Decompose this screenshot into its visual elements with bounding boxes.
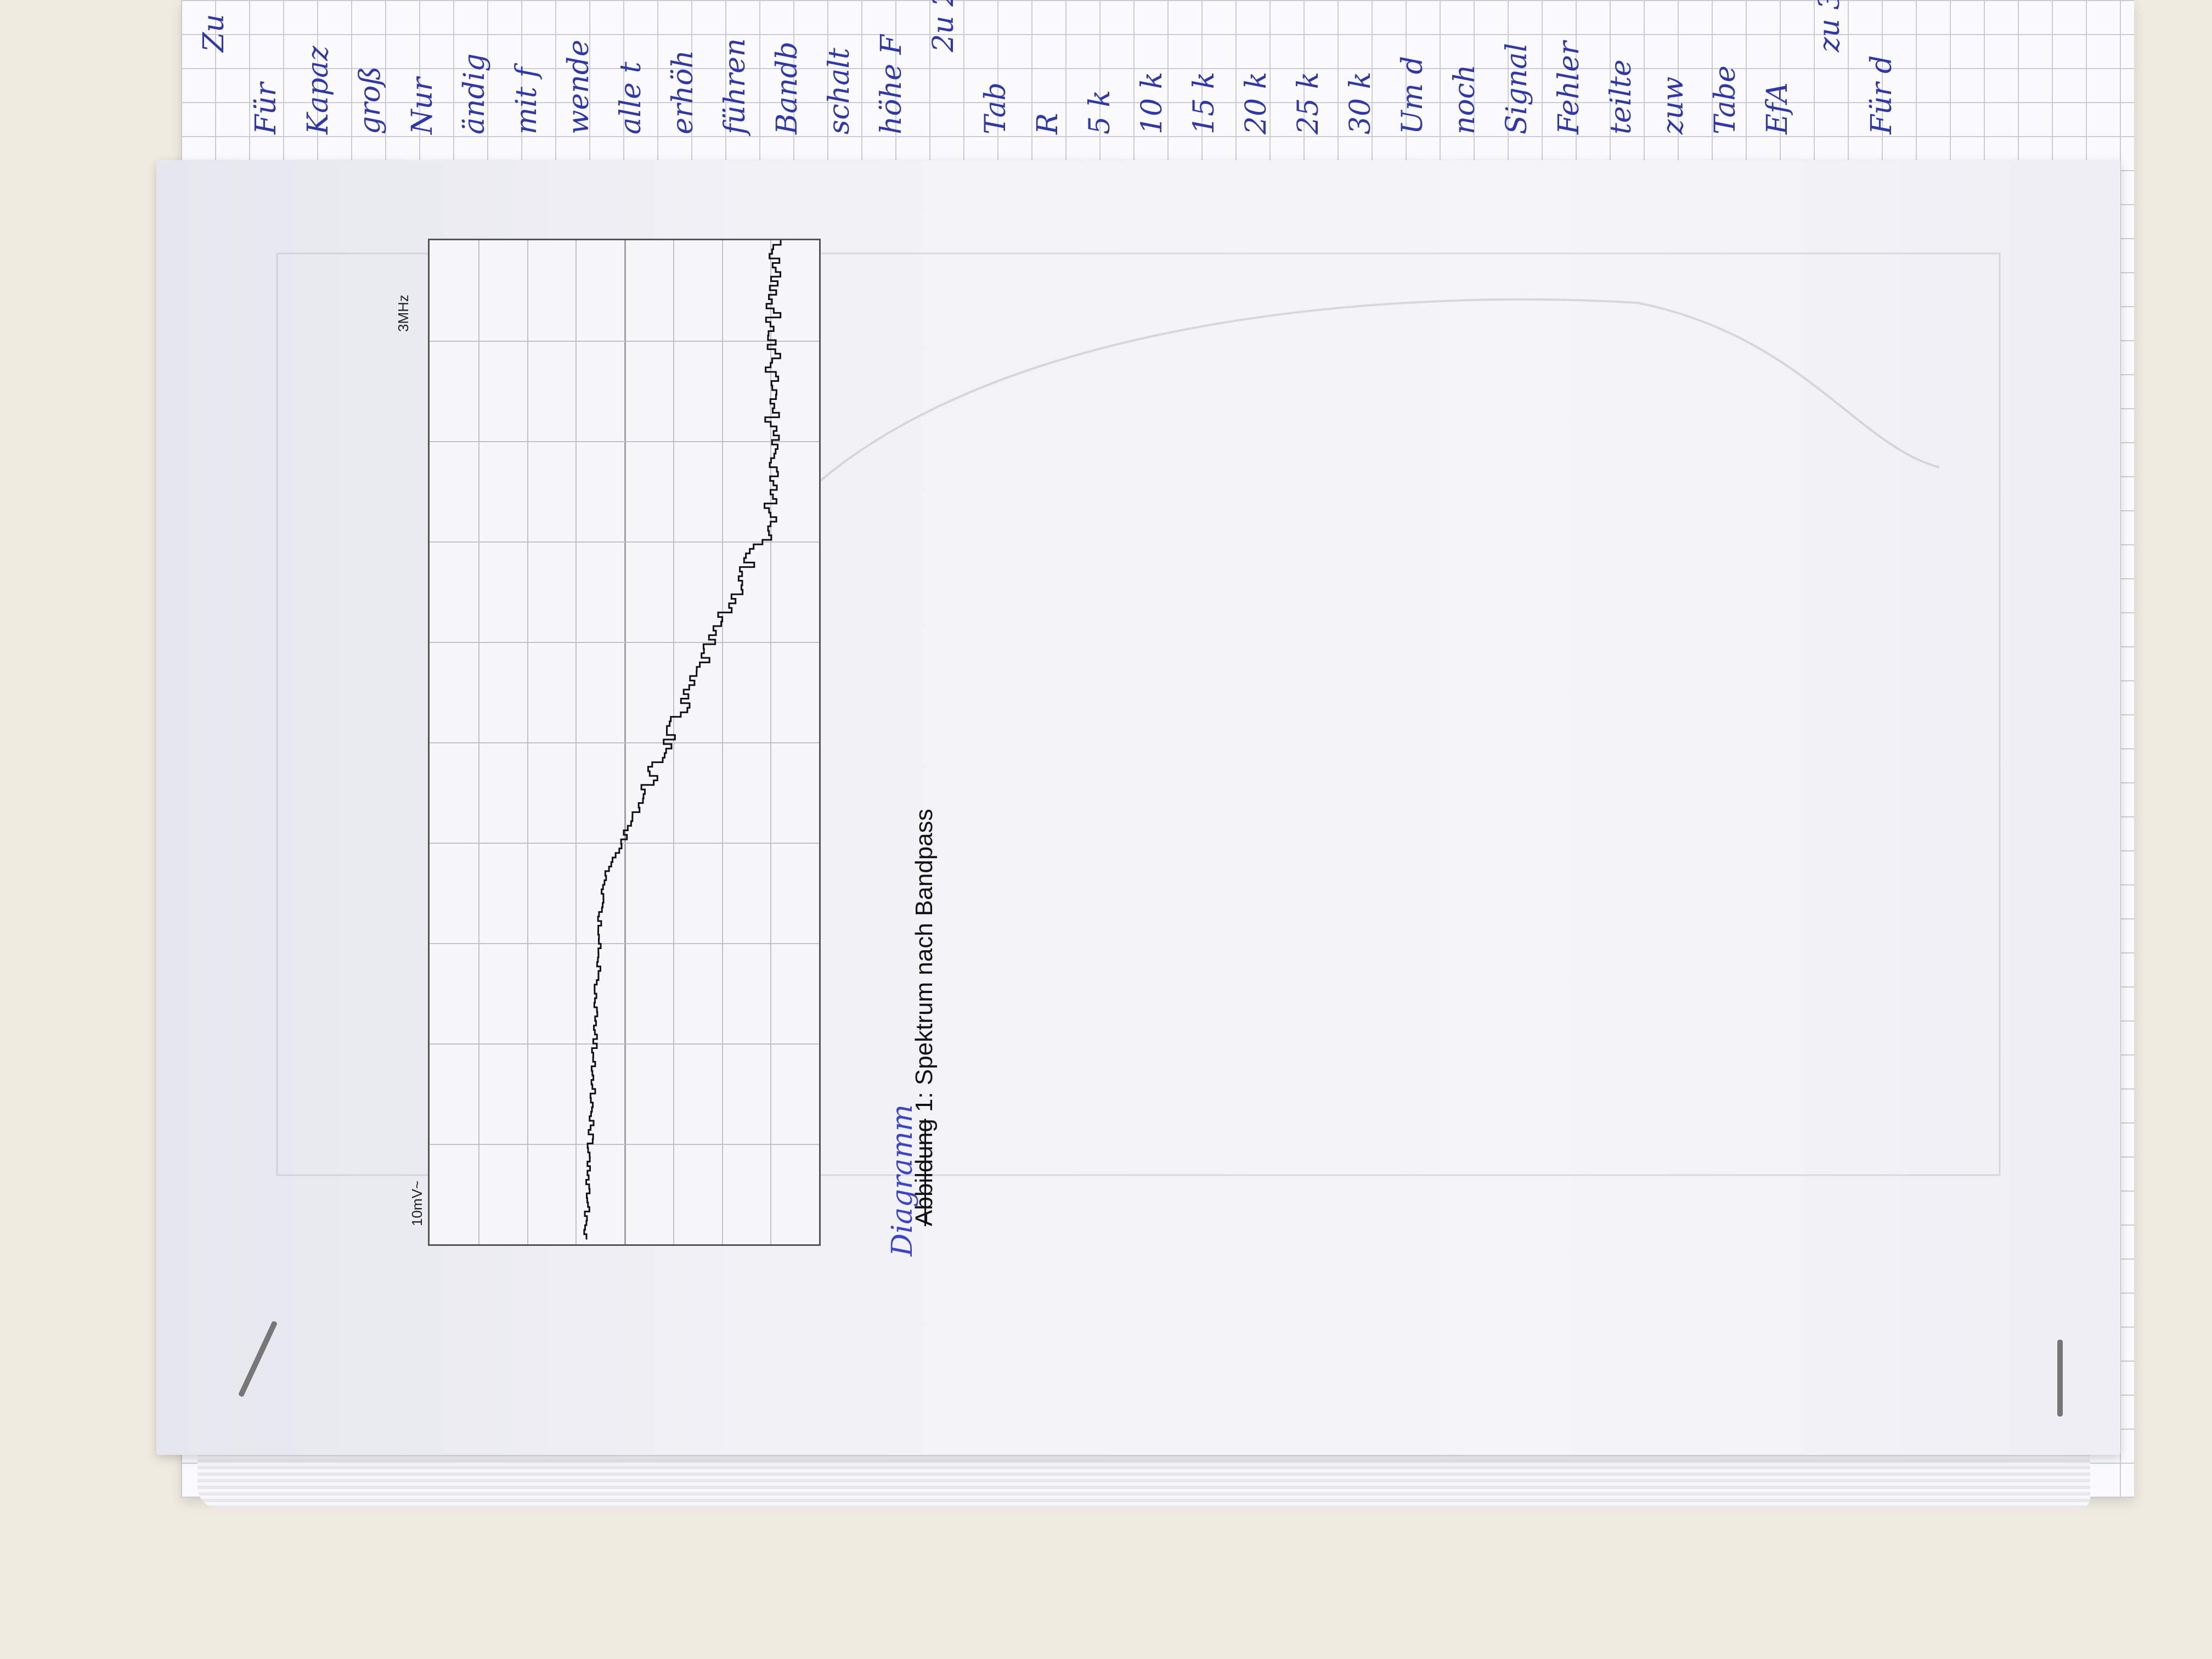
handwriting-line: Fehler <box>1553 41 1585 134</box>
handwriting-line: Tab <box>979 82 1012 134</box>
handwriting-line: noch <box>1448 64 1481 134</box>
handwriting-line: führen <box>719 38 752 134</box>
spectrum-trace <box>583 240 782 1240</box>
plot-gridline <box>430 642 819 643</box>
handwriting-line: groß <box>354 66 387 134</box>
plot-gridline <box>430 843 819 844</box>
handwriting-line: mit f <box>510 67 543 134</box>
handwriting-line: 20 k <box>1240 71 1273 134</box>
handwriting-line: schalt <box>823 48 856 134</box>
handwriting-line: 30 k <box>1344 71 1377 134</box>
frequency-label: 3MHz <box>395 295 411 332</box>
plot-gridline <box>430 943 819 944</box>
spectrum-plot <box>428 239 821 1246</box>
handwriting-line: Für d <box>1865 55 1898 134</box>
handwriting-line: wende <box>562 40 595 134</box>
handwriting-line: Nur <box>406 77 439 134</box>
caption-text: 1: Spektrum nach Bandpass <box>911 809 938 1119</box>
handwriting-line: EfA <box>1761 82 1794 134</box>
handwriting-line: 5 k <box>1084 89 1116 134</box>
handwriting-line: Um d <box>1396 56 1429 134</box>
plot-gridline <box>430 441 819 442</box>
handwriting-line: ändig <box>458 53 491 134</box>
notebook-handwriting-strip: Zu Für Kapaz groß Nur ändig mit f wende alle t er… <box>0 0 2212 156</box>
plot-gridline <box>430 742 819 743</box>
handwriting-line: teilte <box>1605 59 1638 134</box>
handwriting-line: alle t <box>614 61 647 134</box>
plot-gridline <box>430 1144 819 1145</box>
handwriting-line: zu 3 <box>1813 0 1846 52</box>
handwriting-line: 2u 2 <box>927 0 960 52</box>
handwriting-line: höhe F <box>875 35 908 134</box>
handwriting-line: Kapaz <box>302 46 335 134</box>
caption-struck-word: Abbildung <box>911 1119 938 1226</box>
handwriting-line: erhöh <box>667 50 699 134</box>
handwriting-line: Tabe <box>1709 65 1742 134</box>
handwriting-line: 10 k <box>1136 71 1169 134</box>
handwriting-line: Signal <box>1500 43 1533 134</box>
plot-gridline <box>430 1043 819 1045</box>
handwriting-line: R <box>1031 112 1064 134</box>
figure-caption: Abbildung 1: Spektrum nach Bandpass <box>911 809 938 1226</box>
handwriting-line: zuw <box>1657 76 1690 134</box>
spectrum-trace-line <box>583 240 782 1240</box>
staple-right <box>2057 1340 2063 1417</box>
plot-gridline <box>430 341 819 342</box>
handwriting-line: Bandb <box>771 41 804 134</box>
handwriting-line: Zu <box>198 14 230 52</box>
plot-gridline <box>430 541 819 543</box>
handwriting-line: 15 k <box>1188 71 1221 134</box>
handwriting-line: 25 k <box>1292 71 1325 134</box>
amplitude-label: 10mV~ <box>409 1180 425 1226</box>
handwriting-line: Für <box>250 82 283 134</box>
